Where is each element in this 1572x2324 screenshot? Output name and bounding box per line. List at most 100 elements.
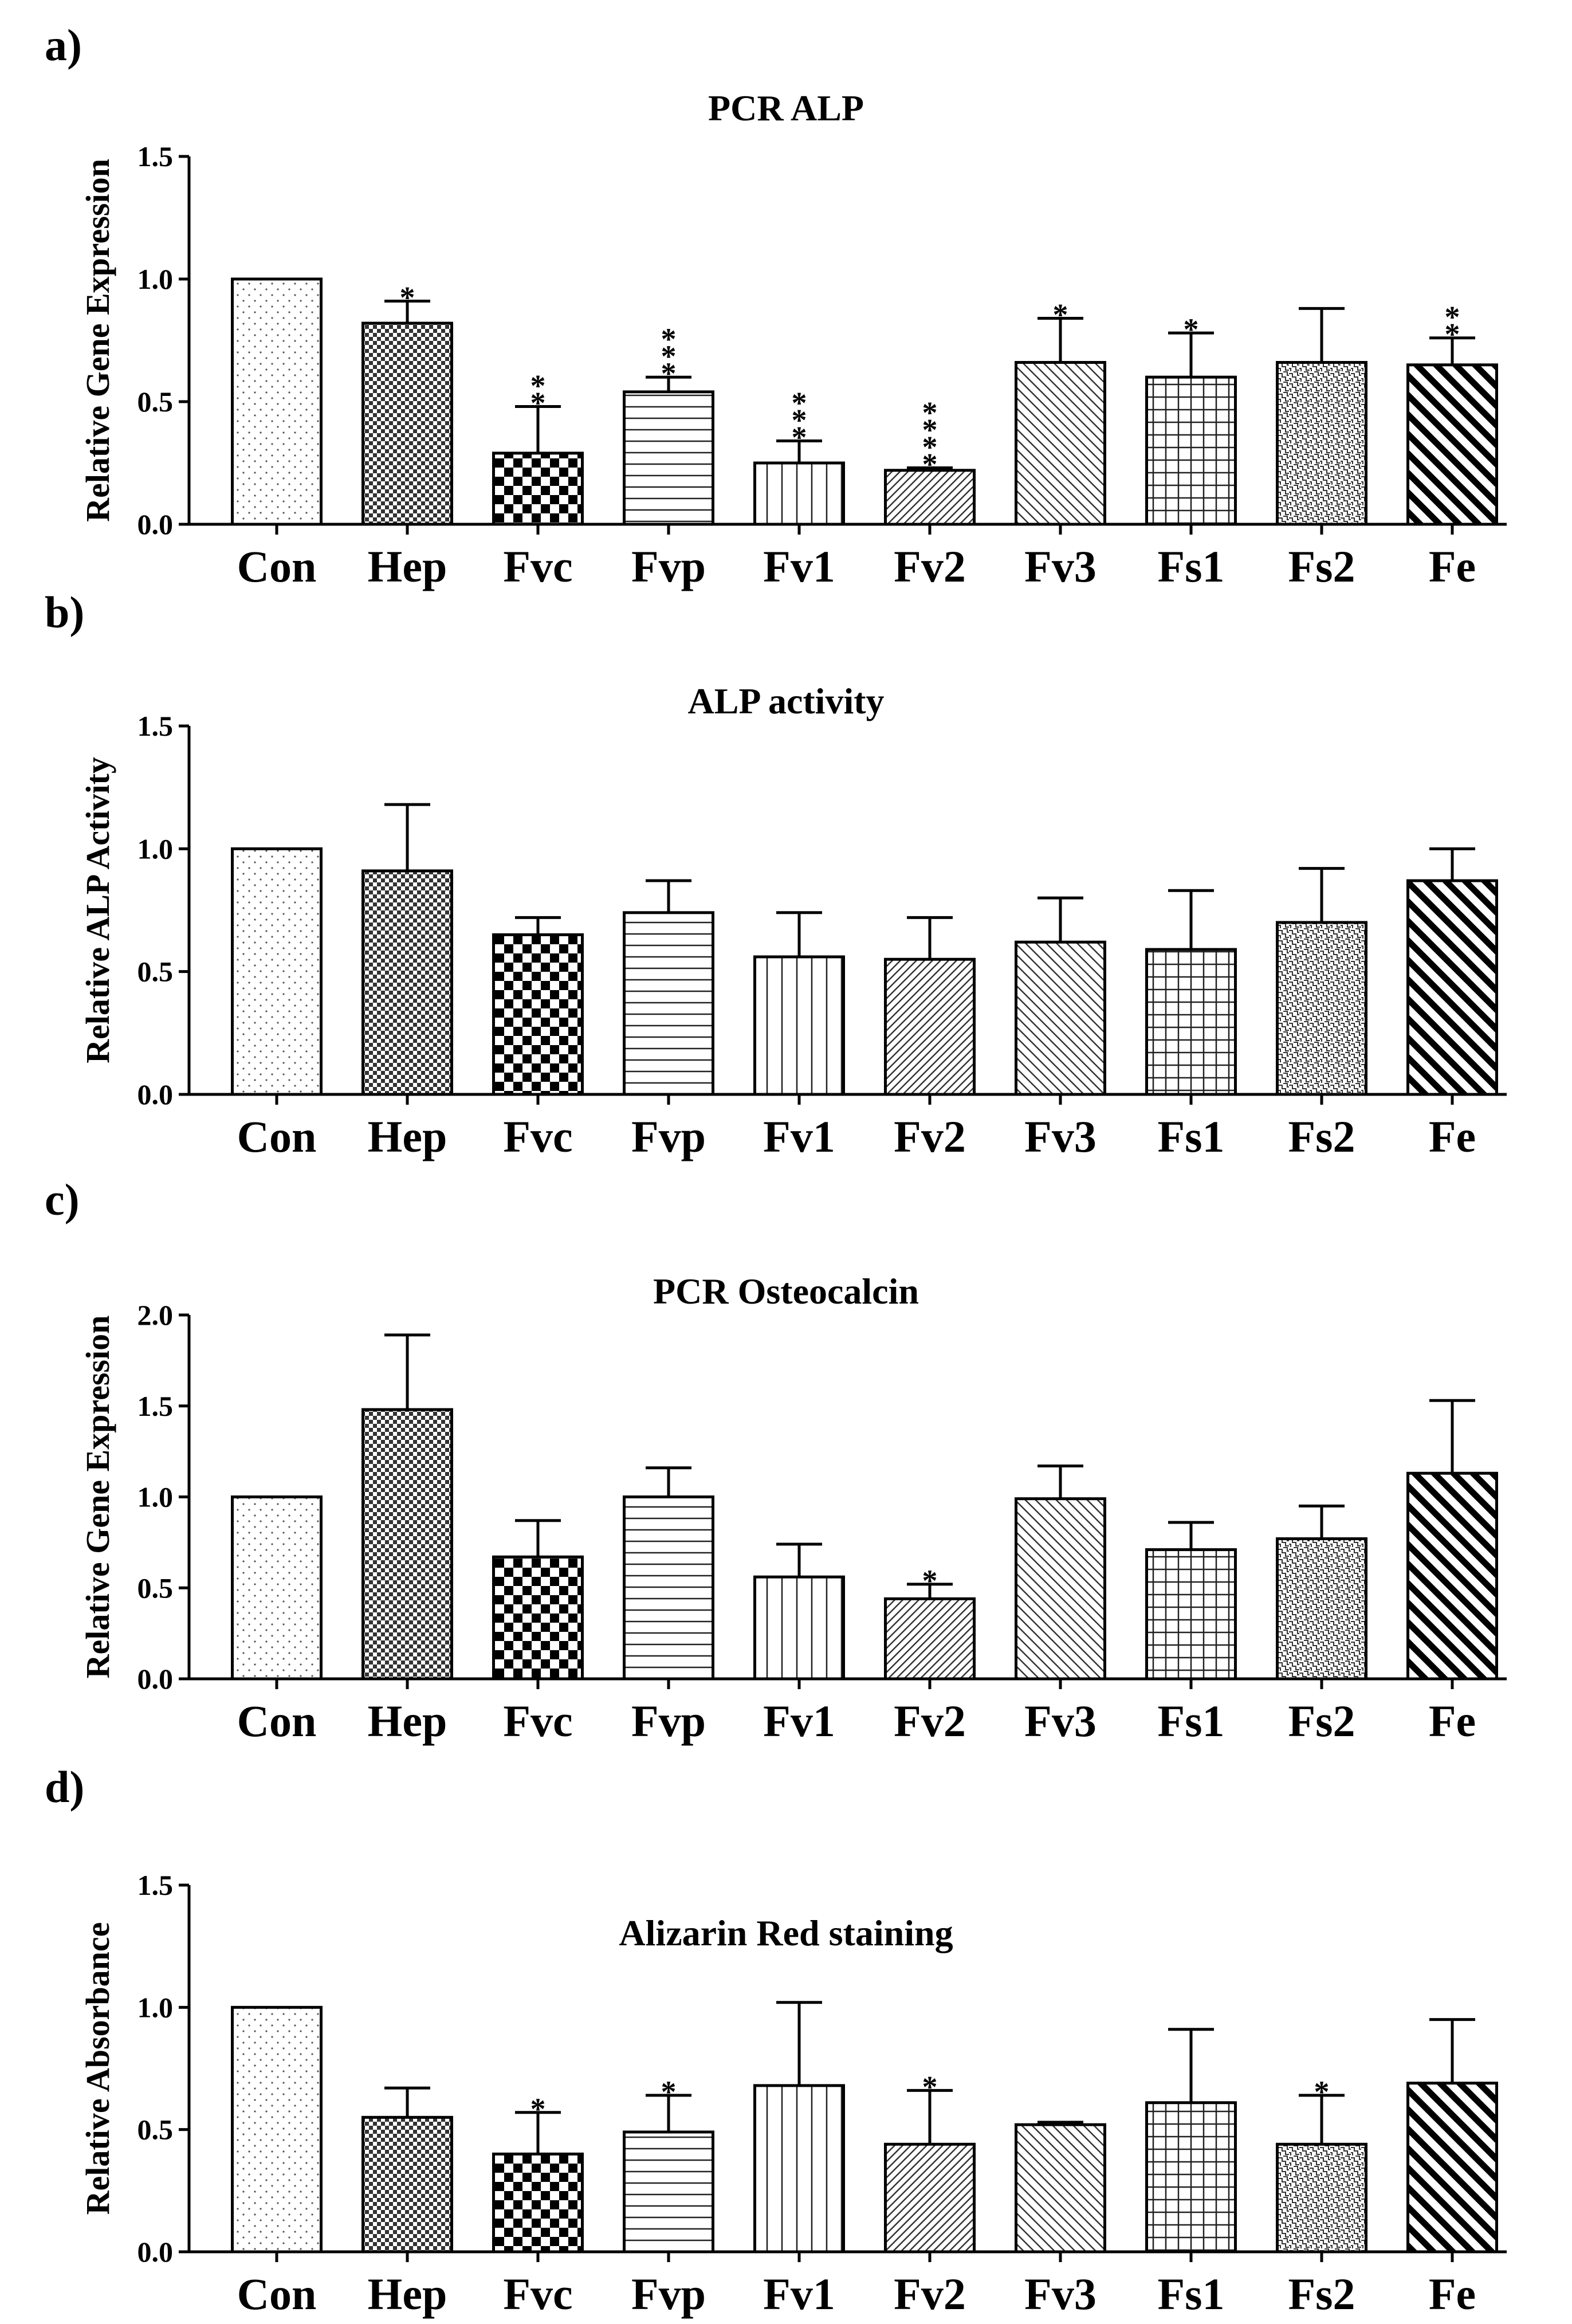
x-tick-label: Fs1: [1158, 1696, 1225, 1746]
y-tick-label: 1.5: [137, 140, 174, 172]
bar-fe: [1406, 879, 1498, 1096]
significance-mark: *: [1314, 2075, 1330, 2109]
bar-fe: [1406, 2082, 1498, 2254]
bar-hep: [361, 2115, 453, 2254]
bar-fvp: [623, 390, 714, 526]
y-tick-label: 0.0: [137, 1078, 174, 1110]
bar-fvp: [623, 1495, 714, 1681]
x-tick-label: Hep: [368, 1696, 447, 1746]
x-tick-label: Fvc: [503, 1112, 572, 1161]
y-tick-label: 1.5: [137, 1869, 174, 1901]
significance-mark: *: [530, 386, 546, 421]
chart-panel-d: d) Alizarin Red staining Relative Absorban…: [45, 1762, 1507, 2319]
bar-fe: [1406, 1471, 1498, 1681]
panel-letter: d): [45, 1762, 84, 1812]
x-tick-label: Fv3: [1024, 1696, 1097, 1746]
x-tick-label: Fv2: [894, 2269, 966, 2319]
x-tick-label: Con: [237, 1696, 317, 1746]
y-tick-label: 2.0: [137, 1299, 174, 1331]
significance-mark: *: [922, 447, 938, 482]
x-tick-label: Fv3: [1024, 2269, 1097, 2319]
x-tick-label: Fe: [1429, 541, 1476, 591]
bar-fv1: [753, 2084, 845, 2254]
x-tick-label: Fs2: [1288, 2269, 1355, 2319]
significance-mark: *: [922, 413, 938, 447]
significance-mark: *: [400, 281, 415, 315]
y-tick-label: 1.5: [137, 710, 174, 742]
bar-fvp: [623, 2130, 714, 2254]
bar-fs1: [1145, 948, 1237, 1096]
x-tick-label: Fv1: [763, 541, 835, 591]
x-tick-label: Fv1: [763, 2269, 835, 2319]
chart-title: Alizarin Red staining: [619, 1913, 953, 1953]
significance-mark: *: [1445, 317, 1460, 352]
bar-con: [231, 2005, 323, 2254]
chart-title: PCR ALP: [708, 88, 864, 128]
bar-hep: [361, 321, 453, 526]
x-tick-label: Con: [237, 541, 317, 591]
x-tick-label: Fvp: [631, 1112, 706, 1161]
significance-mark: *: [1053, 297, 1068, 332]
significance-mark: *: [530, 2092, 546, 2126]
bar-fvc: [492, 452, 584, 526]
x-tick-label: Fvc: [503, 541, 572, 591]
significance-mark: *: [661, 356, 677, 391]
significance-mark: *: [661, 339, 677, 374]
bar-fs2: [1276, 921, 1367, 1096]
x-tick-label: Fs1: [1158, 2269, 1225, 2319]
significance-mark: *: [661, 2075, 677, 2109]
y-tick-label: 0.5: [137, 386, 174, 418]
bar-hep: [361, 869, 453, 1096]
bar-fv2: [884, 469, 976, 526]
x-tick-label: Hep: [368, 2269, 447, 2319]
bar-fvc: [492, 2152, 584, 2254]
bar-con: [231, 847, 323, 1096]
bar-fvc: [492, 1555, 584, 1681]
bar-fe: [1406, 363, 1498, 526]
bar-fv2: [884, 1597, 976, 1681]
x-tick-label: Fv2: [894, 1112, 966, 1161]
significance-mark: *: [1445, 300, 1460, 335]
x-tick-label: Fs1: [1158, 1112, 1225, 1161]
bar-fv3: [1015, 1497, 1106, 1681]
y-axis-label: Relative ALP Activity: [79, 757, 116, 1063]
y-tick-label: 0.5: [137, 1572, 174, 1604]
x-tick-label: Fvp: [631, 2269, 706, 2319]
bar-fv1: [753, 1575, 845, 1681]
y-tick-label: 0.0: [137, 2236, 174, 2268]
x-tick-label: Fv2: [894, 541, 966, 591]
bar-fs2: [1276, 1537, 1367, 1681]
x-tick-label: Fvc: [503, 2269, 572, 2319]
chart-panel-c: c) PCR Osteocalcin Relative Gene Expressio…: [45, 1175, 1507, 1746]
bar-fvc: [492, 933, 584, 1096]
chart-panel-b: b) ALP activity Relative ALP Activity 0.0 0.…: [45, 587, 1507, 1161]
significance-mark: *: [792, 420, 807, 454]
bar-con: [231, 1495, 323, 1681]
panel-letter: c): [45, 1175, 80, 1224]
bar-fv1: [753, 955, 845, 1096]
chart-title: ALP activity: [687, 681, 884, 721]
x-tick-label: Fv2: [894, 1696, 966, 1746]
x-tick-label: Fs2: [1288, 1112, 1355, 1161]
x-tick-label: Hep: [368, 541, 447, 591]
x-tick-label: Hep: [368, 1112, 447, 1161]
x-tick-label: Con: [237, 2269, 317, 2319]
x-tick-label: Fe: [1429, 1696, 1476, 1746]
x-tick-label: Fv1: [763, 1112, 835, 1161]
y-tick-label: 1.0: [137, 1991, 174, 2023]
significance-mark: *: [792, 386, 807, 420]
x-tick-label: Fv1: [763, 1696, 835, 1746]
bar-fs1: [1145, 2101, 1237, 2254]
x-tick-label: Fe: [1429, 2269, 1476, 2319]
y-tick-label: 1.0: [137, 833, 174, 865]
panel-letter: a): [45, 20, 82, 70]
x-tick-label: Fvp: [631, 1696, 706, 1746]
y-tick-label: 0.5: [137, 2114, 174, 2146]
x-tick-label: Fs1: [1158, 541, 1225, 591]
y-tick-label: 0.0: [137, 508, 174, 540]
x-tick-label: Fs2: [1288, 541, 1355, 591]
bar-fs1: [1145, 375, 1237, 526]
x-tick-label: Fs2: [1288, 1696, 1355, 1746]
bar-fv1: [753, 461, 845, 526]
y-axis-label: Relative Gene Expression: [79, 159, 116, 522]
